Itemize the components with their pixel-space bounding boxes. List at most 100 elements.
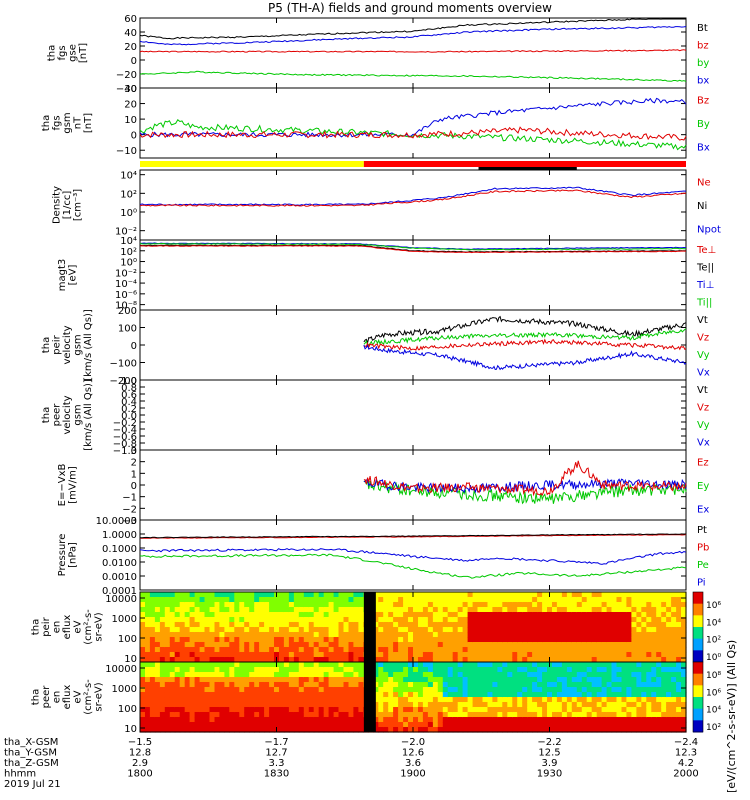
heatmap-cell: [556, 627, 563, 633]
heatmap-cell: [164, 717, 171, 723]
heatmap-cell: [656, 727, 662, 733]
heatmap-cell: [532, 682, 538, 688]
heatmap-cell: [298, 702, 305, 708]
heatmap-cell: [343, 692, 350, 698]
heatmap-cell: [447, 622, 454, 628]
heatmap-cell: [164, 637, 171, 643]
heatmap-cell: [318, 602, 325, 608]
heatmap-cell: [259, 727, 265, 733]
heatmap-cell: [542, 687, 548, 693]
heatmap-cell: [313, 642, 320, 648]
heatmap-cell: [348, 607, 355, 613]
heatmap-cell: [318, 717, 325, 723]
heatmap-cell: [581, 687, 588, 693]
heatmap-cell: [447, 627, 454, 633]
heatmap-cell: [671, 592, 677, 598]
heatmap-cell: [224, 702, 230, 708]
heatmap-cell: [527, 652, 533, 658]
heatmap-cell: [358, 612, 364, 618]
heatmap-cell: [154, 687, 161, 693]
heatmap-cell: [646, 662, 652, 668]
heatmap-cell: [566, 702, 573, 708]
heatmap-cell: [378, 642, 384, 648]
heatmap-cell: [184, 727, 191, 733]
heatmap-cell: [343, 632, 350, 638]
heatmap-cell: [591, 607, 598, 613]
heatmap-cell: [333, 642, 340, 648]
heatmap-cell: [552, 727, 558, 733]
heatmap-cell: [239, 712, 245, 718]
heatmap-cell: [616, 647, 623, 653]
heatmap-cell: [432, 687, 439, 693]
heatmap-cell: [477, 597, 484, 603]
heatmap-cell: [269, 637, 275, 643]
heatmap-cell: [432, 662, 439, 668]
heatmap-cell: [383, 637, 389, 643]
heatmap-cell: [159, 697, 166, 703]
heatmap-cell: [646, 687, 652, 693]
colorbar-tick: 10⁴: [706, 706, 721, 716]
heatmap-cell: [611, 602, 618, 608]
heatmap-cell: [552, 717, 558, 723]
heatmap-cell: [601, 697, 608, 703]
heatmap-cell: [467, 692, 474, 698]
heatmap-cell: [403, 597, 409, 603]
heatmap-cell: [308, 607, 315, 613]
heatmap-cell: [159, 662, 166, 668]
heatmap-cell: [249, 592, 255, 598]
heatmap-cell: [298, 607, 305, 613]
heatmap-cell: [561, 607, 568, 613]
heatmap-cell: [606, 672, 613, 678]
heatmap-cell: [656, 632, 662, 638]
heatmap-cell: [566, 622, 573, 628]
y-axis-label-line: E=−VxB: [57, 464, 68, 507]
heatmap-cell: [422, 602, 429, 608]
heatmap-cell: [676, 722, 682, 728]
heatmap-cell: [676, 672, 682, 678]
heatmap-cell: [432, 637, 439, 643]
heatmap-cell: [229, 632, 235, 638]
heatmap-cell: [646, 717, 652, 723]
heatmap-cell: [457, 622, 464, 628]
heatmap-cell: [442, 632, 449, 638]
heatmap-cell: [259, 612, 265, 618]
heatmap-cell: [537, 617, 543, 623]
heatmap-cell: [457, 667, 464, 673]
heatmap-cell: [507, 662, 513, 668]
heatmap-cell: [154, 677, 161, 683]
y-axis-label-line: [nPa]: [67, 542, 78, 568]
heatmap-cell: [566, 707, 573, 713]
heatmap-cell: [447, 597, 454, 603]
heatmap-cell: [621, 682, 628, 688]
heatmap-cell: [348, 677, 355, 683]
heatmap-cell: [611, 637, 618, 643]
heatmap-cell: [641, 592, 647, 598]
heatmap-cell: [482, 627, 489, 633]
heatmap-cell: [264, 677, 270, 683]
heatmap-cell: [373, 702, 379, 708]
heatmap-cell: [189, 647, 196, 653]
heatmap-cell: [527, 687, 533, 693]
heatmap-cell: [487, 622, 494, 628]
heatmap-cell: [656, 607, 662, 613]
heatmap-cell: [353, 622, 359, 628]
heatmap-cell: [462, 707, 469, 713]
heatmap-cell: [303, 662, 310, 668]
heatmap-cell: [527, 657, 533, 663]
heatmap-cell: [279, 607, 285, 613]
heatmap-cell: [561, 687, 568, 693]
heatmap-cell: [234, 612, 240, 618]
heatmap-cell: [527, 697, 533, 703]
heatmap-cell: [348, 682, 355, 688]
heatmap-cell: [636, 622, 642, 628]
heatmap-cell: [661, 672, 667, 678]
y-tick-label: −0.6: [113, 432, 137, 443]
heatmap-cell: [566, 667, 573, 673]
y-axis-label: tha peir velocity gsm [km/s (All Qs)]: [41, 309, 94, 381]
heatmap-cell: [274, 702, 280, 708]
heatmap-cell: [442, 707, 449, 713]
heatmap-cell: [656, 597, 662, 603]
heatmap-cell: [497, 632, 503, 638]
legend-entry: Ti⊥: [696, 280, 714, 291]
